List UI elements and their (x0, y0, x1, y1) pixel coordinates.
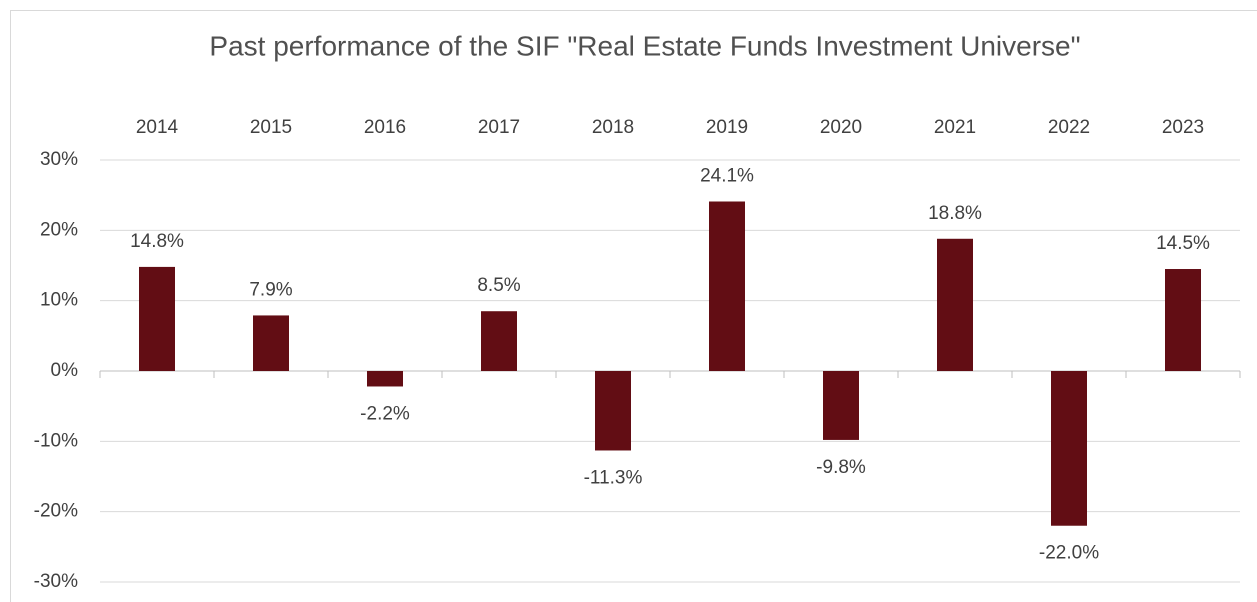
data-label: 7.9% (249, 279, 292, 300)
bar (823, 371, 859, 440)
y-tick-label: 20% (40, 219, 78, 240)
x-tick-label: 2018 (592, 117, 634, 138)
y-tick-label: -20% (34, 501, 78, 522)
bar (253, 315, 289, 371)
data-label: 18.8% (928, 203, 982, 224)
data-label: -2.2% (360, 403, 410, 424)
x-tick-label: 2021 (934, 117, 976, 138)
y-tick-label: -10% (34, 430, 78, 451)
bar (595, 371, 631, 451)
data-label: 14.8% (130, 231, 184, 252)
x-tick-label: 2022 (1048, 117, 1090, 138)
data-label: 8.5% (477, 275, 520, 296)
bar (937, 238, 973, 371)
x-tick-label: 2014 (136, 117, 179, 138)
y-tick-label: 0% (51, 360, 79, 381)
bar (481, 311, 517, 371)
x-tick-label: 2019 (706, 117, 748, 138)
bar (709, 201, 745, 371)
bar (1051, 371, 1087, 526)
y-tick-label: 10% (40, 290, 78, 311)
bar (367, 371, 403, 387)
data-label: 14.5% (1156, 233, 1210, 254)
bar (139, 266, 175, 371)
chart-title: Past performance of the SIF "Real Estate… (209, 30, 1080, 61)
y-tick-label: 30% (40, 149, 78, 170)
data-label: -9.8% (816, 457, 866, 478)
x-tick-label: 2016 (364, 117, 406, 138)
bar (1165, 269, 1201, 371)
y-tick-label: -30% (34, 571, 78, 592)
x-tick-label: 2023 (1162, 117, 1204, 138)
x-tick-label: 2015 (250, 117, 292, 138)
chart-border (10, 10, 1257, 602)
data-label: 24.1% (700, 166, 754, 187)
x-tick-label: 2020 (820, 117, 862, 138)
data-label: -22.0% (1039, 543, 1099, 564)
x-tick-label: 2017 (478, 117, 520, 138)
data-label: -11.3% (584, 467, 643, 488)
